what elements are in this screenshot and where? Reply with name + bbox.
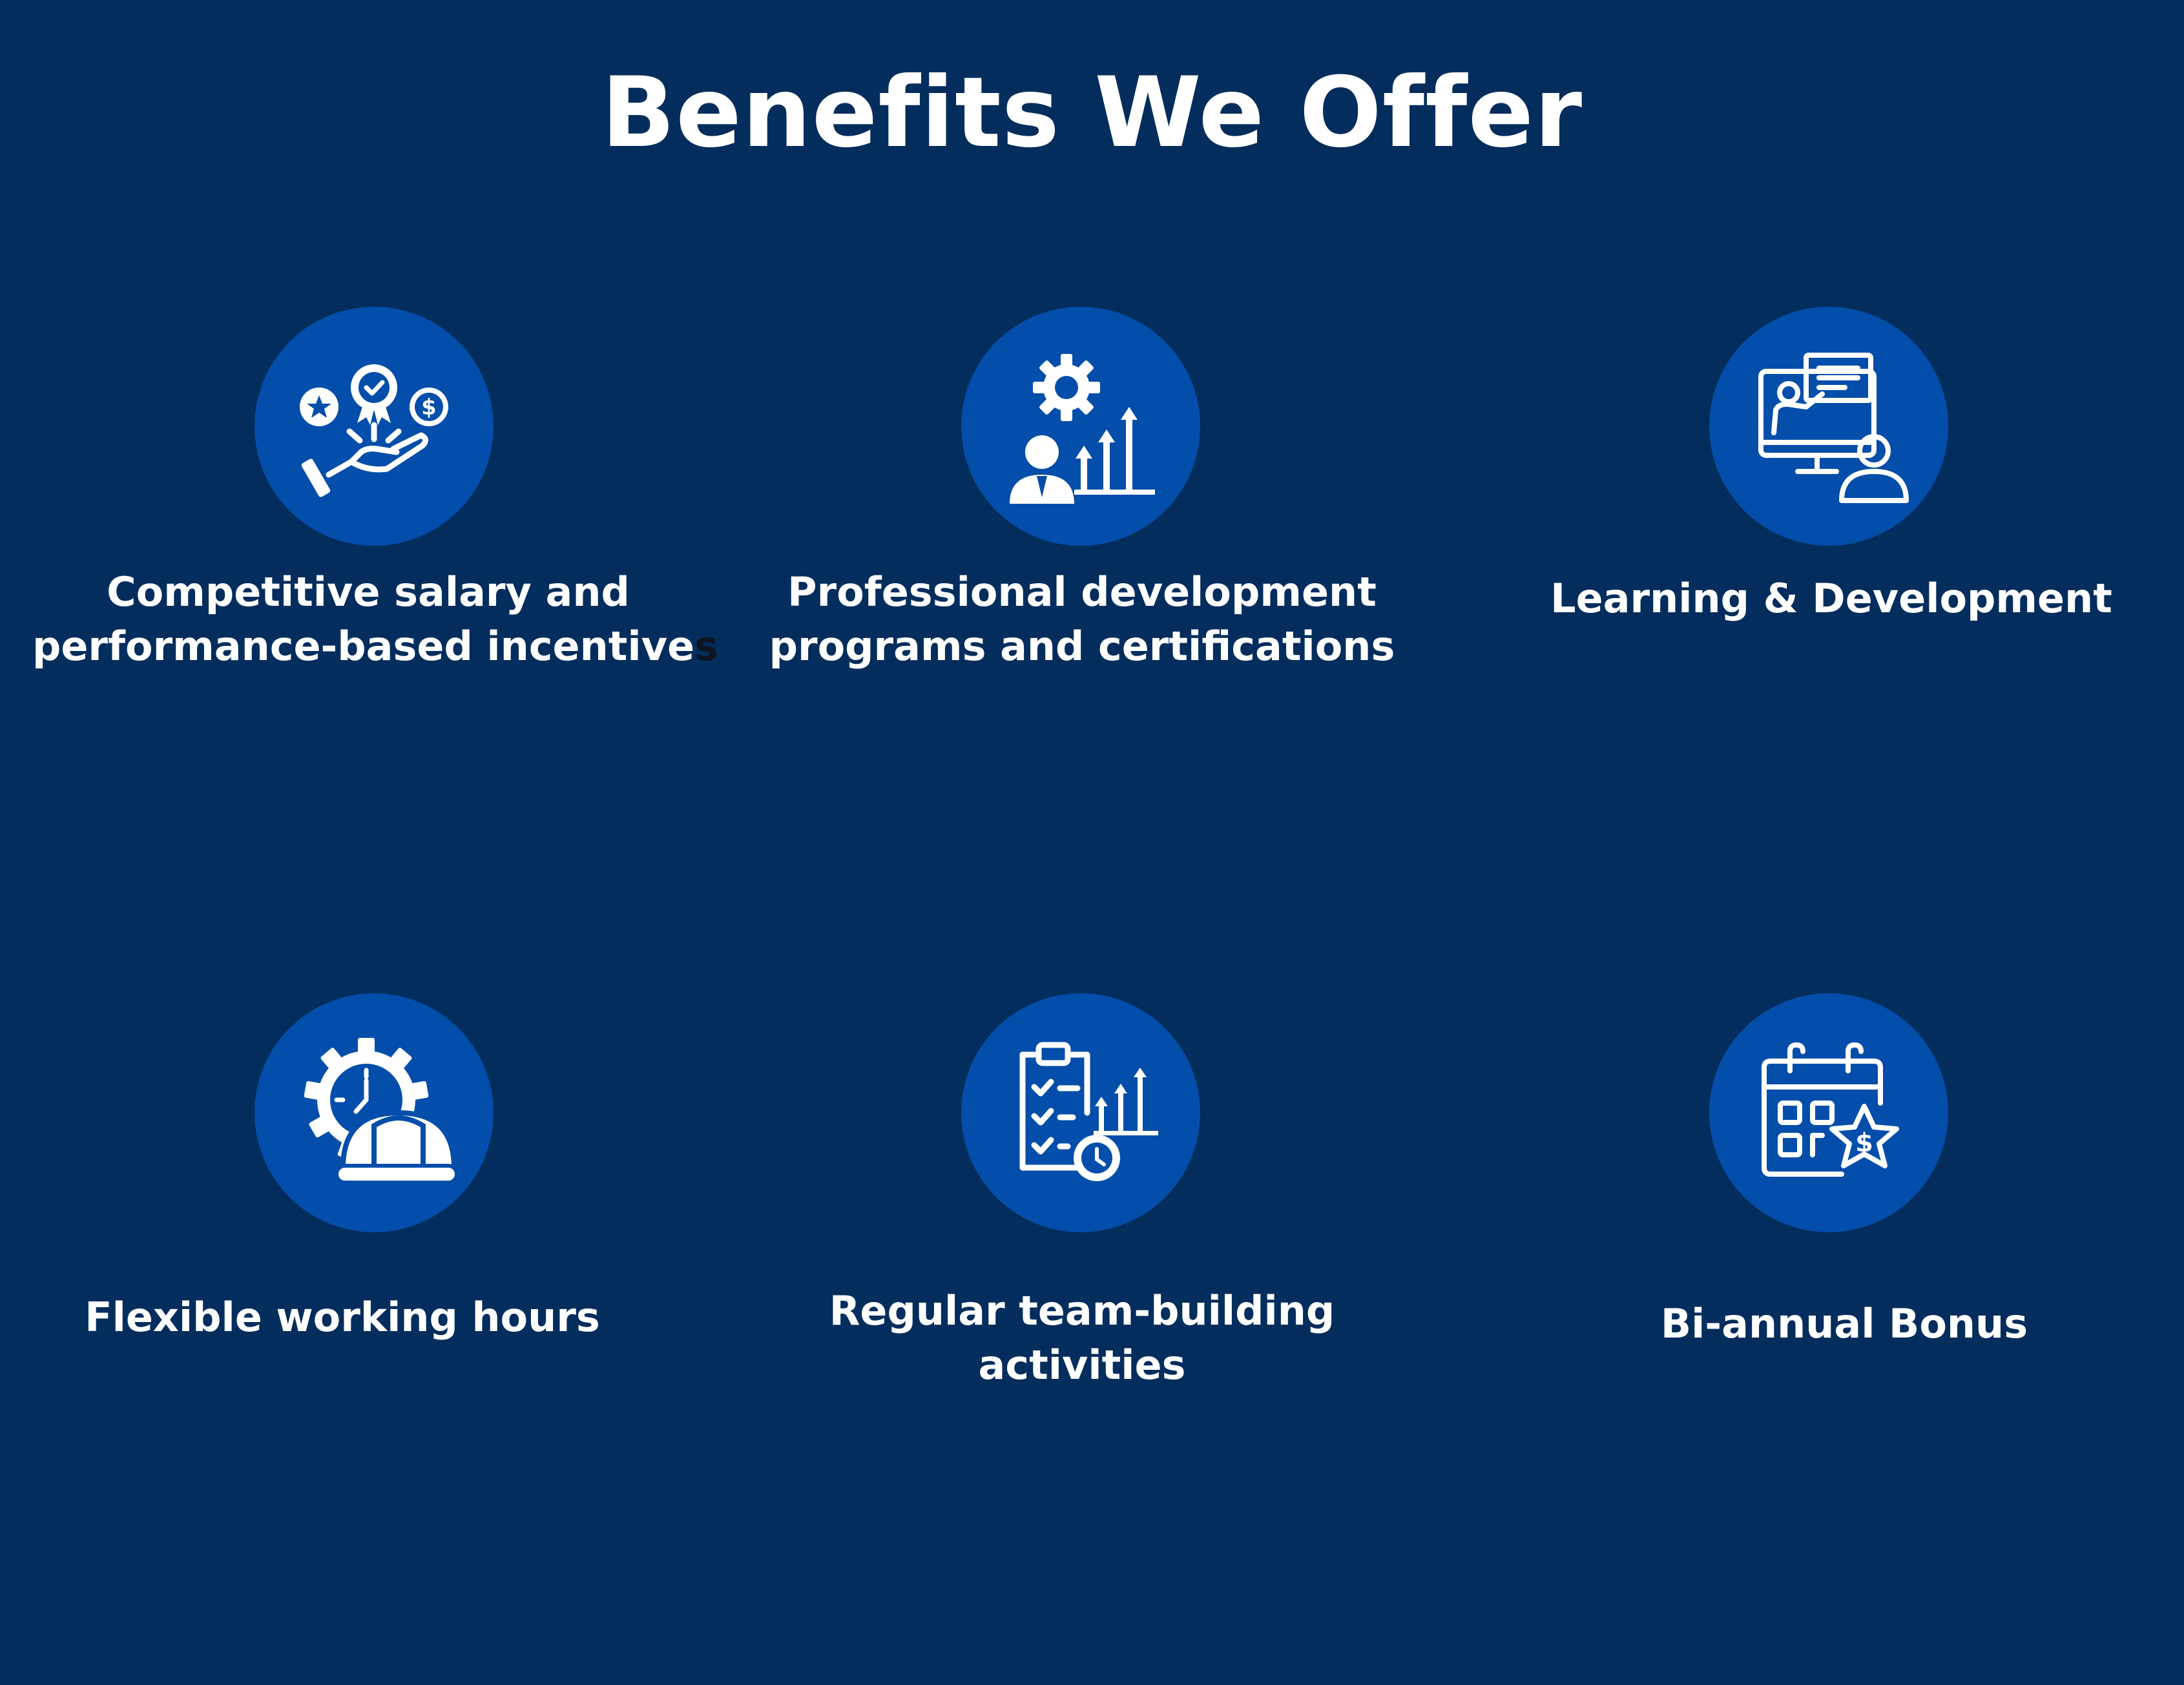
benefit-icon-circle-salary: $ (255, 307, 494, 546)
online-training-icon (1758, 353, 1909, 503)
page-title: Benefits We Offer (601, 57, 1583, 169)
benefit-label-team-building-line2: activities (978, 1341, 1186, 1389)
svg-text:$: $ (421, 395, 437, 420)
calendar-bonus-star-icon: $ (1762, 1042, 1899, 1177)
benefit-icon-circle-learning (1709, 307, 1948, 546)
checklist-clock-chart-icon (1019, 1042, 1158, 1181)
benefit-label-salary-line2-tail: s (694, 623, 718, 670)
benefit-label-salary: Competitive salary and performance-based… (32, 565, 718, 674)
benefit-label-professional: Professional development programs and ce… (730, 565, 1434, 674)
benefit-label-team-building-line1: Regular team-building (829, 1287, 1335, 1334)
svg-text:$: $ (1855, 1128, 1873, 1158)
benefit-label-team-building: Regular team-building activities (749, 1284, 1415, 1392)
benefit-label-professional-line1: Professional development (787, 568, 1377, 615)
benefit-label-professional-line2: programs and certifications (769, 623, 1395, 670)
benefit-label-learning: Learning & Development (1550, 575, 2112, 622)
benefit-icon-circle-bonus: $ (1709, 993, 1948, 1232)
benefit-icon-circle-team-building (961, 993, 1200, 1232)
benefit-label-flexible: Flexible working hours (85, 1294, 600, 1341)
professional-growth-icon (1010, 354, 1155, 504)
benefit-label-salary-line1: Competitive salary and (107, 568, 630, 615)
benefit-label-salary-line2-main: performance-based incentive (32, 623, 695, 670)
benefit-label-bonus: Bi-annual Bonus (1660, 1300, 2028, 1347)
benefit-icon-circle-flexible (255, 993, 494, 1232)
benefit-icon-circle-professional (961, 307, 1200, 546)
gear-clock-worker-icon (304, 1038, 458, 1184)
hand-rewards-icon: $ (300, 364, 448, 497)
benefit-label-salary-line2: performance-based incentives (32, 619, 718, 674)
